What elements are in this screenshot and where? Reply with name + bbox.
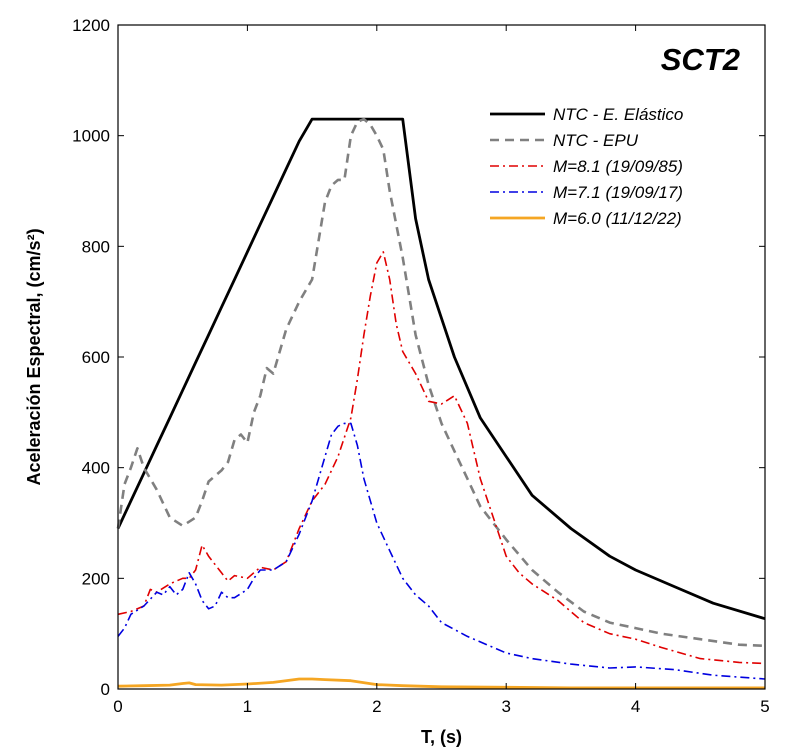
legend-label-4: M=7.1 (19/09/17) bbox=[553, 183, 683, 202]
series-line-5 bbox=[117, 677, 765, 690]
y-tick-label: 600 bbox=[82, 348, 110, 367]
legend-label-5: M=6.0 (11/12/22) bbox=[553, 209, 682, 228]
series-line-1 bbox=[116, 117, 766, 621]
y-tick-label: 1200 bbox=[72, 16, 110, 35]
y-axis-title: Aceleración Espectral, (cm/s²) bbox=[24, 228, 44, 485]
y-tick-label: 400 bbox=[82, 459, 110, 478]
x-axis-title: T, (s) bbox=[421, 727, 462, 747]
legend-label-3: M=8.1 (19/09/85) bbox=[553, 157, 683, 176]
x-tick-label: 0 bbox=[113, 697, 122, 716]
y-tick-label: 800 bbox=[82, 237, 110, 256]
y-tick-label: 0 bbox=[101, 680, 110, 699]
x-tick-label: 4 bbox=[631, 697, 640, 716]
series-line-3 bbox=[117, 251, 766, 665]
chart-title: SCT2 bbox=[661, 42, 740, 77]
y-tick-label: 200 bbox=[82, 569, 110, 588]
series-lines bbox=[116, 117, 766, 690]
x-tick-label: 1 bbox=[243, 697, 252, 716]
legend: NTC - E. Elástico NTC - EPU M=8.1 (19/09/8… bbox=[490, 105, 683, 228]
series-line-4 bbox=[117, 422, 766, 680]
x-tick-label: 3 bbox=[501, 697, 510, 716]
legend-label-1: NTC - E. Elástico bbox=[553, 105, 683, 124]
plot-frame bbox=[117, 24, 766, 690]
x-tick-label: 5 bbox=[760, 697, 769, 716]
x-tick-label: 2 bbox=[372, 697, 381, 716]
axis-ticks: 0 1 2 3 4 5 0 200 400 600 800 1000 1200 bbox=[72, 16, 770, 716]
series-line-2 bbox=[116, 117, 766, 648]
y-tick-label: 1000 bbox=[72, 127, 110, 146]
legend-label-2: NTC - EPU bbox=[553, 131, 639, 150]
